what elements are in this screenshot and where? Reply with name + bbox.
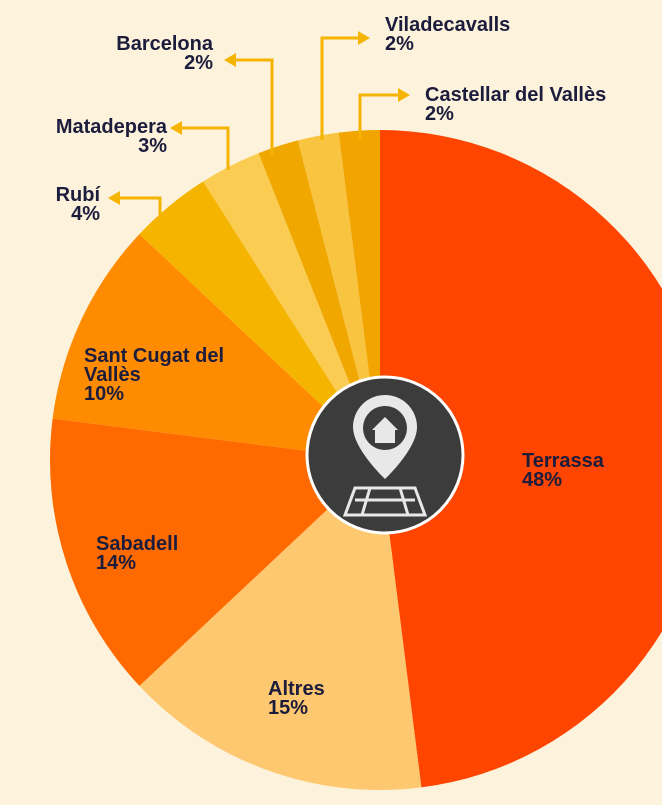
value-label: 10% [84, 383, 125, 405]
pie-slice [139, 460, 422, 790]
category-name: Sabadell [96, 533, 179, 555]
slice-label: Viladecavalls 2% [385, 14, 511, 55]
pie-slice [50, 418, 380, 686]
pie-slice [52, 234, 381, 460]
value-label: 14% [96, 552, 137, 574]
callouts [118, 36, 400, 235]
slice-label: Sant Cugat del Vallès 10% [84, 345, 234, 405]
value-label: 48% [522, 469, 563, 491]
value-label: 15% [268, 697, 309, 719]
arrow-head [108, 191, 120, 205]
value-label: 2% [184, 52, 213, 74]
category-name: Sant Cugat del Vallès [84, 345, 225, 386]
pie-slice [297, 132, 380, 460]
arrow-head [170, 121, 182, 135]
value-label: 2% [385, 33, 414, 55]
callout-line [320, 36, 360, 140]
pie-slice [258, 140, 380, 460]
category-name: Castellar del Vallès [425, 84, 607, 106]
pie-slice [203, 153, 380, 460]
pie-slice [380, 130, 662, 788]
arrow-head [224, 53, 236, 67]
callout-line [118, 196, 162, 235]
value-label: 3% [138, 135, 167, 157]
slice-label: Sabadell 14% [96, 533, 179, 574]
icon-map [342, 486, 428, 517]
slices [50, 130, 662, 790]
callout-line [180, 126, 230, 170]
icon-house [372, 417, 398, 443]
pie-slice [139, 181, 380, 461]
category-name: Barcelona [116, 33, 213, 55]
slice-label: Terrassa 48% [522, 450, 604, 491]
category-name: Terrassa [522, 450, 604, 472]
value-label: 4% [71, 203, 100, 225]
arrow-head [398, 88, 410, 102]
category-name: Matadepera [55, 116, 167, 138]
callout-arrows [108, 31, 410, 205]
category-name: Rubí [55, 184, 100, 206]
slice-label: Barcelona 2% [116, 33, 213, 74]
category-name: Viladecavalls [385, 14, 511, 36]
slice-label: Castellar del Vallès 2% [425, 84, 607, 125]
slice-label: Matadepera 3% [55, 116, 167, 157]
arrow-head [358, 31, 370, 45]
callout-line [358, 93, 400, 140]
center-icon [305, 375, 465, 535]
value-label: 2% [425, 103, 454, 125]
category-name: Altres [268, 678, 325, 700]
callout-line [234, 58, 274, 155]
slice-label: Rubí 4% [55, 184, 100, 225]
slice-label: Altres 15% [268, 678, 325, 719]
